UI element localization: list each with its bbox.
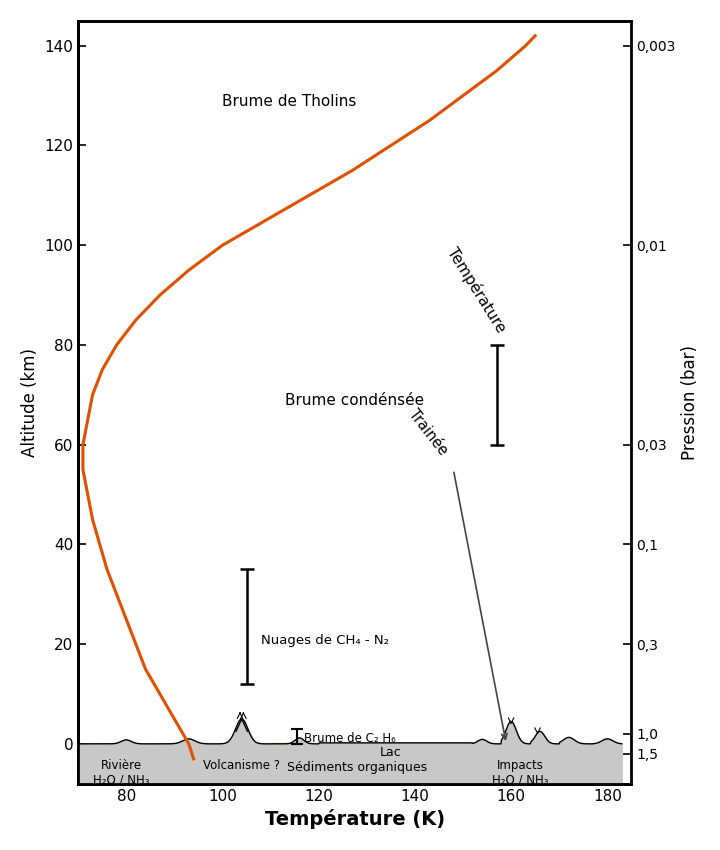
- Text: Rivière
H₂O / NH₃: Rivière H₂O / NH₃: [93, 759, 150, 787]
- Text: Brume condénsée: Brume condénsée: [285, 393, 424, 408]
- Y-axis label: Pression (bar): Pression (bar): [681, 345, 699, 460]
- Text: Impacts
H₂O / NH₃: Impacts H₂O / NH₃: [492, 759, 549, 787]
- Text: Trainée: Trainée: [405, 406, 450, 457]
- Y-axis label: Altitude (km): Altitude (km): [21, 348, 39, 456]
- Text: Brume de C₂ H₆: Brume de C₂ H₆: [305, 733, 396, 745]
- Text: Lac: Lac: [380, 746, 402, 759]
- X-axis label: Température (K): Température (K): [265, 809, 445, 829]
- Text: Nuages de CH₄ - N₂: Nuages de CH₄ - N₂: [261, 634, 389, 647]
- Text: Température: Température: [444, 244, 509, 335]
- Text: Volcanisme ?: Volcanisme ?: [203, 759, 280, 772]
- Text: Brume de Tholins: Brume de Tholins: [222, 94, 357, 109]
- Text: Sédiments organiques: Sédiments organiques: [287, 762, 427, 774]
